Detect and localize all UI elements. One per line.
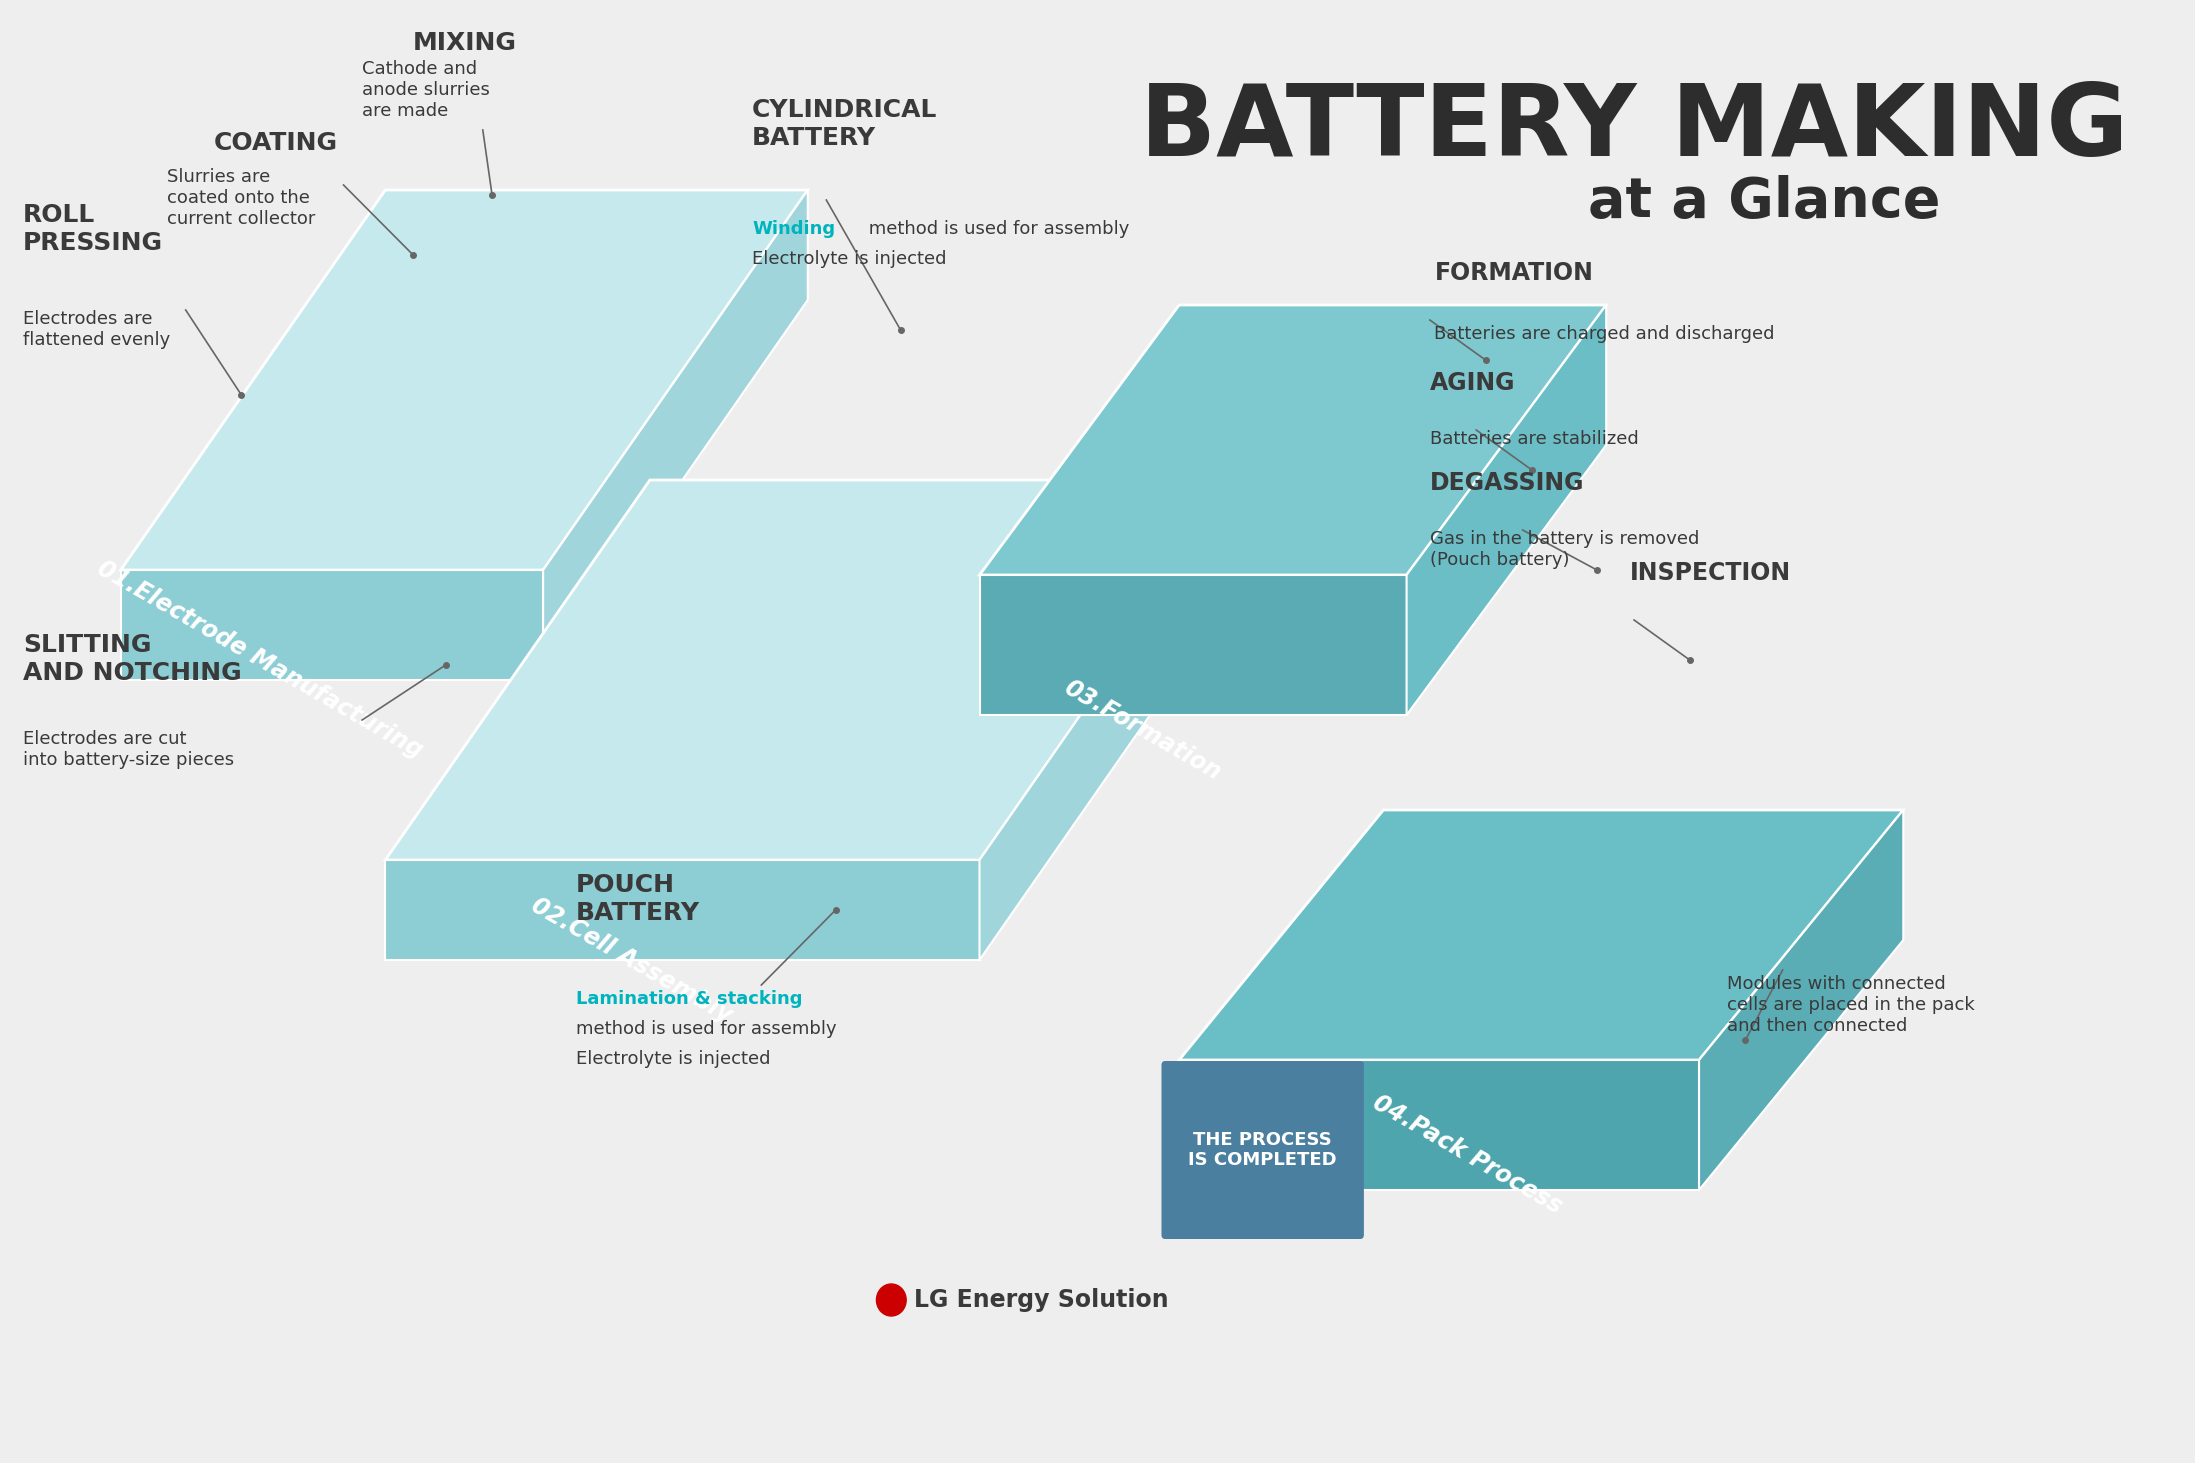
Polygon shape — [1407, 304, 1607, 715]
Polygon shape — [979, 575, 1407, 715]
Text: Batteries are charged and discharged: Batteries are charged and discharged — [1436, 325, 1776, 342]
Text: POUCH
BATTERY: POUCH BATTERY — [575, 873, 700, 925]
Text: 01.Electrode Manufacturing: 01.Electrode Manufacturing — [92, 557, 426, 764]
Polygon shape — [1179, 811, 1903, 1061]
Text: 03.Formation: 03.Formation — [1060, 676, 1225, 784]
Polygon shape — [121, 190, 808, 571]
Text: Cathode and
anode slurries
are made: Cathode and anode slurries are made — [362, 60, 489, 120]
Text: Modules with connected
cells are placed in the pack
and then connected: Modules with connected cells are placed … — [1727, 974, 1976, 1034]
Text: Electrodes are
flattened evenly: Electrodes are flattened evenly — [24, 310, 171, 348]
Text: at a Glance: at a Glance — [1587, 176, 1940, 230]
Text: COATING: COATING — [213, 132, 338, 155]
Text: method is used for assembly: method is used for assembly — [575, 1020, 836, 1039]
Text: THE PROCESS
IS COMPLETED: THE PROCESS IS COMPLETED — [1187, 1131, 1337, 1169]
Text: MIXING: MIXING — [413, 31, 518, 56]
Text: BATTERY MAKING: BATTERY MAKING — [1139, 80, 2129, 177]
Text: Batteries are stabilized: Batteries are stabilized — [1429, 430, 1637, 448]
Text: Electrolyte is injected: Electrolyte is injected — [753, 250, 946, 268]
Polygon shape — [386, 860, 979, 960]
Text: Gas in the battery is removed
(Pouch battery): Gas in the battery is removed (Pouch bat… — [1429, 530, 1699, 569]
Polygon shape — [979, 304, 1607, 575]
Text: FORMATION: FORMATION — [1436, 260, 1594, 285]
Text: Electrolyte is injected: Electrolyte is injected — [575, 1050, 770, 1068]
Text: Lamination & stacking: Lamination & stacking — [575, 990, 801, 1008]
Text: LG Energy Solution: LG Energy Solution — [913, 1287, 1168, 1312]
Circle shape — [876, 1285, 907, 1317]
Polygon shape — [1179, 1061, 1699, 1189]
Text: 02.Cell Assembly: 02.Cell Assembly — [527, 892, 735, 1027]
Polygon shape — [542, 190, 808, 680]
Text: INSPECTION: INSPECTION — [1629, 560, 1791, 585]
Text: Electrodes are cut
into battery-size pieces: Electrodes are cut into battery-size pie… — [24, 730, 235, 768]
Text: Slurries are
coated onto the
current collector: Slurries are coated onto the current col… — [167, 168, 316, 228]
Text: 04.Pack Process: 04.Pack Process — [1367, 1091, 1565, 1219]
Text: SLITTING
AND NOTCHING: SLITTING AND NOTCHING — [24, 633, 241, 685]
Polygon shape — [386, 480, 1245, 860]
Text: CYLINDRICAL
BATTERY: CYLINDRICAL BATTERY — [753, 98, 937, 151]
FancyBboxPatch shape — [1161, 1061, 1363, 1239]
Text: method is used for assembly: method is used for assembly — [863, 219, 1130, 238]
Polygon shape — [121, 571, 542, 680]
Text: AGING: AGING — [1429, 372, 1515, 395]
Text: ROLL
PRESSING: ROLL PRESSING — [24, 203, 162, 255]
Text: DEGASSING: DEGASSING — [1429, 471, 1585, 494]
Polygon shape — [1699, 811, 1903, 1189]
Text: Winding: Winding — [753, 219, 834, 238]
Polygon shape — [979, 480, 1245, 960]
